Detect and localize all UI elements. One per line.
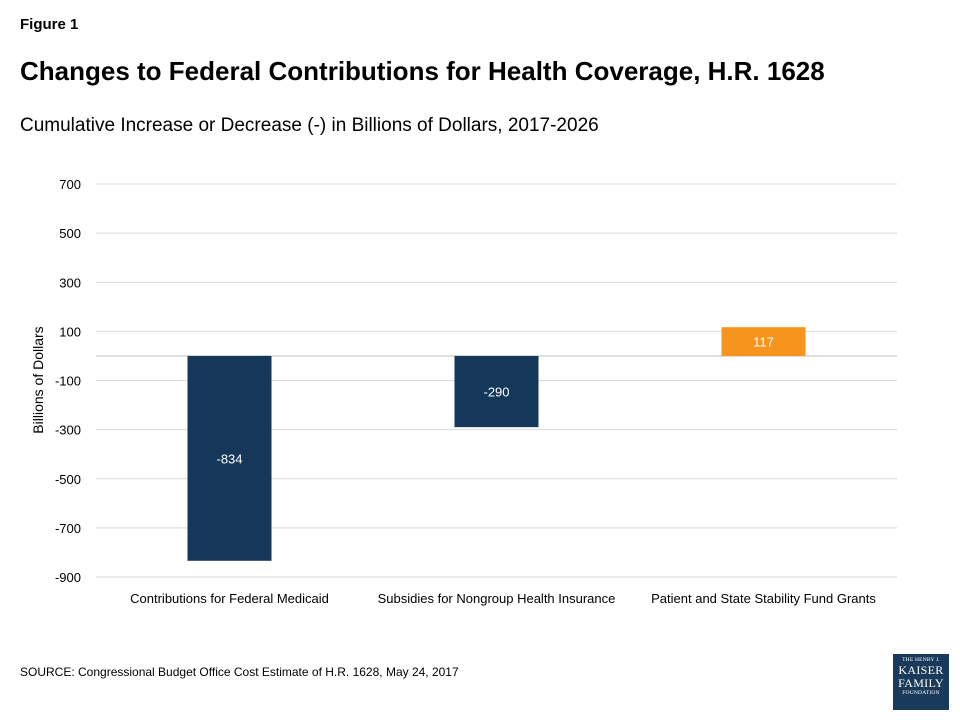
- chart-subtitle: Cumulative Increase or Decrease (-) in B…: [20, 115, 599, 136]
- y-tick-label: 700: [59, 177, 81, 192]
- source-note: SOURCE: Congressional Budget Office Cost…: [20, 665, 459, 679]
- logo-line3: FAMILY: [898, 676, 944, 690]
- bar: [454, 355, 539, 428]
- data-label: 117: [753, 335, 774, 350]
- y-tick-label: -300: [55, 423, 81, 438]
- logo-line4: FOUNDATION: [902, 690, 940, 696]
- x-tick-label: Subsidies for Nongroup Health Insurance: [378, 591, 616, 606]
- x-tick-label: Contributions for Federal Medicaid: [130, 591, 329, 606]
- figure-label: Figure 1: [20, 16, 79, 33]
- data-labels: -834 -290 117: [216, 335, 773, 467]
- y-tick-label: -900: [55, 570, 81, 585]
- bars: [187, 327, 806, 561]
- data-label: -834: [216, 451, 242, 466]
- x-axis-labels: Contributions for Federal Medicaid Subsid…: [130, 591, 876, 606]
- bar: [721, 327, 806, 356]
- y-tick-label: -100: [55, 374, 81, 389]
- logo-line1: THE HENRY J.: [902, 657, 940, 663]
- logo-line2: KAISER: [898, 663, 944, 677]
- data-label: -290: [483, 385, 509, 400]
- chart-title: Changes to Federal Contributions for Hea…: [20, 56, 825, 86]
- kff-logo: THE HENRY J. KAISER FAMILY FOUNDATION: [893, 654, 949, 710]
- y-tick-label: 500: [59, 226, 81, 241]
- y-tick-label: 300: [59, 275, 81, 290]
- bar: [187, 355, 272, 561]
- y-tick-label: 100: [59, 324, 81, 339]
- y-axis-title: Billions of Dollars: [30, 326, 46, 433]
- y-tick-label: -500: [55, 472, 81, 487]
- x-tick-label: Patient and State Stability Fund Grants: [651, 591, 876, 606]
- y-tick-label: -700: [55, 521, 81, 536]
- y-axis-ticks: 700 500 300 100 -100 -300 -500 -700 -900: [55, 177, 81, 585]
